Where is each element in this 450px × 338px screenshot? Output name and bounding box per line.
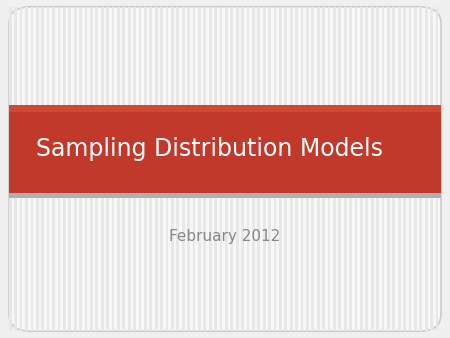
Bar <box>387 7 390 331</box>
Bar <box>241 7 244 331</box>
Bar <box>257 7 260 331</box>
Bar <box>263 7 266 331</box>
Bar <box>160 7 163 331</box>
Bar <box>68 7 71 331</box>
Bar <box>58 7 60 331</box>
Bar <box>371 7 373 331</box>
Bar <box>414 7 417 331</box>
Bar <box>90 7 93 331</box>
Bar <box>436 7 438 331</box>
Bar <box>403 7 406 331</box>
Bar <box>392 7 395 331</box>
Bar <box>419 7 422 331</box>
Bar <box>290 7 292 331</box>
Bar <box>36 7 39 331</box>
Bar <box>52 7 55 331</box>
Bar <box>230 7 233 331</box>
Text: Sampling Distribution Models: Sampling Distribution Models <box>36 137 383 161</box>
Bar <box>376 7 379 331</box>
Bar <box>360 7 363 331</box>
Bar <box>9 105 441 193</box>
Bar <box>284 7 287 331</box>
Bar <box>9 105 441 112</box>
Bar <box>311 7 314 331</box>
Bar <box>203 7 206 331</box>
Bar <box>198 7 201 331</box>
Bar <box>409 7 411 331</box>
Bar <box>193 7 195 331</box>
Bar <box>295 7 298 331</box>
Bar <box>328 7 330 331</box>
Bar <box>301 7 303 331</box>
Bar <box>31 7 33 331</box>
Bar <box>74 7 76 331</box>
Bar <box>63 7 66 331</box>
FancyBboxPatch shape <box>9 7 441 331</box>
Bar <box>236 7 238 331</box>
Bar <box>365 7 368 331</box>
Bar <box>47 7 50 331</box>
Bar <box>106 7 109 331</box>
Text: February 2012: February 2012 <box>169 229 281 244</box>
Bar <box>349 7 352 331</box>
Bar <box>382 7 384 331</box>
Bar <box>117 7 120 331</box>
Bar <box>430 7 433 331</box>
Bar <box>41 7 44 331</box>
Bar <box>128 7 130 331</box>
Bar <box>9 193 441 198</box>
Bar <box>344 7 346 331</box>
Bar <box>176 7 179 331</box>
Bar <box>355 7 357 331</box>
Bar <box>279 7 282 331</box>
Bar <box>187 7 190 331</box>
Bar <box>398 7 400 331</box>
Bar <box>268 7 271 331</box>
Bar <box>220 7 222 331</box>
Bar <box>20 7 22 331</box>
Bar <box>225 7 228 331</box>
Bar <box>133 7 136 331</box>
Bar <box>79 7 82 331</box>
Bar <box>274 7 276 331</box>
Bar <box>9 7 12 331</box>
Bar <box>95 7 98 331</box>
Bar <box>122 7 125 331</box>
Bar <box>149 7 152 331</box>
Bar <box>182 7 184 331</box>
Bar <box>14 7 17 331</box>
Bar <box>322 7 325 331</box>
Bar <box>306 7 309 331</box>
Bar <box>209 7 212 331</box>
Bar <box>317 7 319 331</box>
Bar <box>144 7 147 331</box>
Bar <box>171 7 174 331</box>
Bar <box>252 7 255 331</box>
Bar <box>25 7 28 331</box>
Bar <box>112 7 114 331</box>
Bar <box>101 7 104 331</box>
Bar <box>247 7 249 331</box>
Bar <box>333 7 336 331</box>
Bar <box>166 7 168 331</box>
Bar <box>85 7 87 331</box>
Bar <box>425 7 427 331</box>
Bar <box>338 7 341 331</box>
Bar <box>155 7 157 331</box>
Bar <box>214 7 217 331</box>
Bar <box>139 7 141 331</box>
